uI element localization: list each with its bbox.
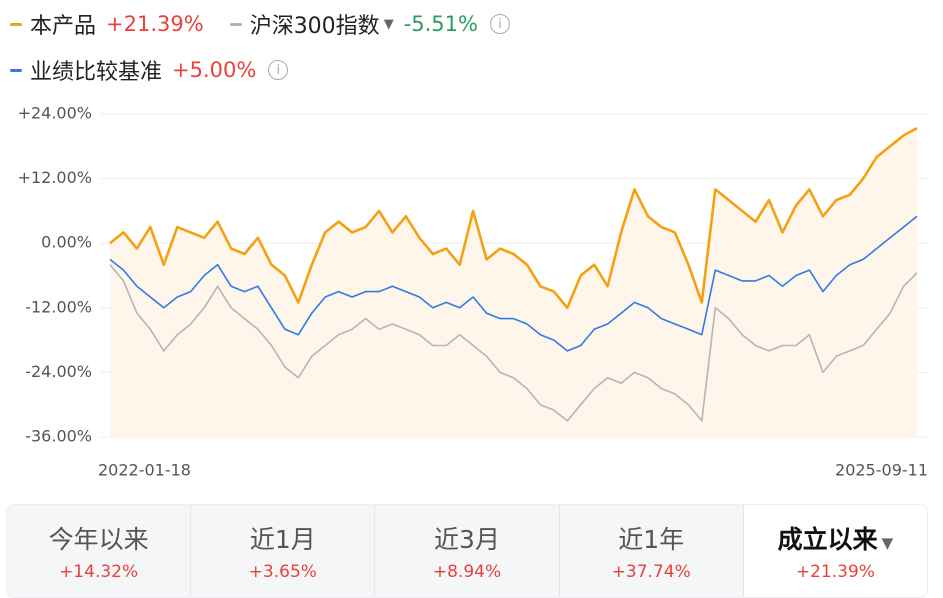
- legend-row: 本产品 +21.39% 沪深300指数 ▼ -5.51% i: [10, 4, 930, 44]
- tab-value: +3.65%: [248, 562, 317, 582]
- tab-label-row: 今年以来: [49, 520, 149, 556]
- tab-value: +21.39%: [795, 562, 875, 582]
- info-icon[interactable]: i: [489, 14, 510, 34]
- period-tab[interactable]: 近3月 +8.94%: [375, 505, 560, 597]
- x-tick-label: 2025-09-11: [835, 461, 928, 480]
- legend-item: 沪深300指数 ▼ -5.51% i: [229, 8, 510, 40]
- tab-label: 近3月: [434, 525, 500, 554]
- period-tab[interactable]: 成立以来 ▼ +21.39%: [743, 505, 927, 597]
- area-fill: [110, 128, 917, 437]
- legend-item: 本产品 +21.39%: [10, 8, 204, 40]
- legend-value: +21.39%: [106, 12, 204, 36]
- tab-label: 今年以来: [48, 525, 149, 554]
- y-tick-label: 0.00%: [41, 233, 92, 252]
- legend-name: 本产品: [30, 14, 97, 39]
- y-tick-label: +24.00%: [18, 104, 92, 123]
- legend-name: 业绩比较基准: [30, 60, 163, 85]
- period-tab[interactable]: 近1年 +37.74%: [559, 505, 744, 597]
- legend-row: 业绩比较基准 +5.00% i: [10, 50, 930, 90]
- tab-value: +14.32%: [59, 562, 139, 582]
- series-line: [109, 264, 918, 422]
- period-tab[interactable]: 近1月 +3.65%: [191, 505, 376, 597]
- legend-item: 业绩比较基准 +5.00% i: [10, 54, 289, 86]
- y-tick-label: -36.00%: [25, 427, 92, 446]
- legend-swatch: [229, 22, 242, 26]
- legend-swatch: [10, 22, 22, 26]
- x-tick-label: 2022-01-18: [98, 461, 191, 480]
- dropdown-arrow[interactable]: ▼: [383, 16, 394, 32]
- tab-label: 近1年: [618, 525, 685, 554]
- tab-label-row: 近3月: [434, 520, 500, 556]
- tab-label: 近1月: [249, 525, 316, 554]
- chart: -36.00% -24.00% -12.00% 0.00% +12.00% +24.00%…: [18, 104, 930, 480]
- tab-label-row: 成立以来 ▼: [778, 520, 894, 556]
- tab-label: 成立以来: [777, 525, 878, 554]
- legend: 本产品 +21.39% 沪深300指数 ▼ -5.51% i 业绩比较基准 +5.00% i: [10, 4, 930, 96]
- legend-value: +5.00%: [172, 58, 257, 82]
- dropdown-arrow[interactable]: ▼: [881, 534, 894, 552]
- tab-value: +8.94%: [432, 562, 502, 582]
- legend-name: 沪深300指数: [249, 14, 380, 39]
- y-tick-label: +12.00%: [18, 168, 92, 187]
- period-tabs: 今年以来 +14.32% 近1月 +3.65% 近3月 +8.94% 近1年 +37.74% 成…: [6, 504, 928, 598]
- tab-value: +37.74%: [611, 562, 691, 582]
- legend-swatch: [10, 68, 22, 72]
- info-icon[interactable]: i: [268, 60, 289, 80]
- legend-value: -5.51%: [403, 12, 478, 36]
- series-line: [109, 215, 918, 352]
- y-tick-label: -12.00%: [25, 297, 92, 316]
- period-tab[interactable]: 今年以来 +14.32%: [7, 505, 192, 597]
- tab-label-row: 近1月: [250, 520, 316, 556]
- tab-label-row: 近1年: [618, 520, 684, 556]
- series-line: [109, 126, 918, 310]
- y-tick-label: -24.00%: [25, 362, 92, 381]
